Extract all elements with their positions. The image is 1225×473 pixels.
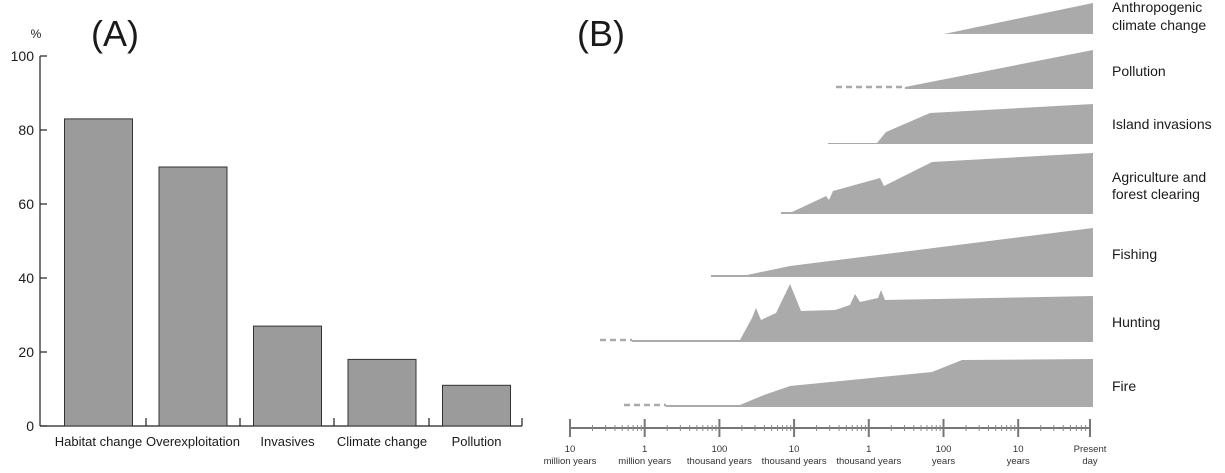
bar-invasives — [253, 325, 322, 427]
y-tick-label: 100 — [11, 48, 35, 64]
time-tick-label: thousand years — [762, 456, 827, 467]
x-category-label: Overexploitation — [146, 434, 240, 449]
silhouette-fire — [666, 359, 1093, 407]
time-tick-label: Present — [1074, 444, 1107, 455]
threat-label: Pollution — [1112, 63, 1166, 79]
x-category-label: Climate change — [337, 434, 427, 449]
time-tick-label: years — [1007, 456, 1030, 467]
silhouette-island-invasions — [828, 104, 1093, 144]
panel-a-label: (A) — [91, 13, 139, 54]
silhouette-anthropogenic-climate-change — [944, 3, 1093, 34]
time-tick-label: 10 — [789, 444, 800, 455]
threat-label: climate change — [1112, 17, 1206, 33]
time-tick-label: thousand years — [687, 456, 752, 467]
panel-b-label: (B) — [577, 13, 625, 54]
time-tick-label: 10 — [565, 444, 576, 455]
threat-label: Agriculture and — [1112, 169, 1206, 185]
silhouette-agriculture-and-forest-clearing — [781, 153, 1093, 214]
time-tick-label: 1 — [642, 444, 647, 455]
panel-b-threat-timeline: (B) Anthropogenic climate change Pollution I… — [544, 0, 1212, 467]
bar-habitat-change — [64, 118, 133, 427]
y-tick-label: 40 — [18, 270, 34, 286]
time-tick-label: years — [932, 456, 955, 467]
threat-label: Anthropogenic — [1112, 0, 1202, 15]
threat-label: Fishing — [1112, 246, 1157, 262]
time-tick-label: million years — [544, 456, 597, 467]
time-tick-label: 100 — [936, 444, 952, 455]
x-category-label: Invasives — [260, 434, 315, 449]
time-tick-label: million years — [618, 456, 671, 467]
threat-label: forest clearing — [1112, 186, 1200, 202]
time-tick-label: thousand years — [836, 456, 901, 467]
y-tick-label: 20 — [18, 344, 34, 360]
bar-pollution — [442, 384, 511, 427]
y-tick-label: 60 — [18, 196, 34, 212]
time-tick-label: 100 — [711, 444, 727, 455]
x-category-label: Pollution — [452, 434, 502, 449]
panel-a-bar-chart: (A)% 0 20 40 60 80 100 Habitat change Overexploi… — [11, 13, 523, 449]
silhouette-fishing — [711, 228, 1093, 277]
x-category-label: Habitat change — [55, 434, 142, 449]
silhouette-pollution — [905, 50, 1093, 89]
time-tick-label: 10 — [1013, 444, 1024, 455]
bar-climate-change — [347, 358, 417, 427]
time-tick-label: day — [1082, 456, 1098, 467]
threat-label: Fire — [1112, 378, 1136, 394]
time-tick-label: 1 — [866, 444, 871, 455]
bar-overexploitation — [158, 166, 228, 427]
threat-label: Hunting — [1112, 314, 1160, 330]
silhouette-hunting — [632, 284, 1093, 342]
y-tick-label: 80 — [18, 122, 34, 138]
y-unit-label: % — [31, 27, 42, 41]
y-tick-label: 0 — [26, 418, 34, 434]
threat-label: Island invasions — [1112, 116, 1212, 132]
